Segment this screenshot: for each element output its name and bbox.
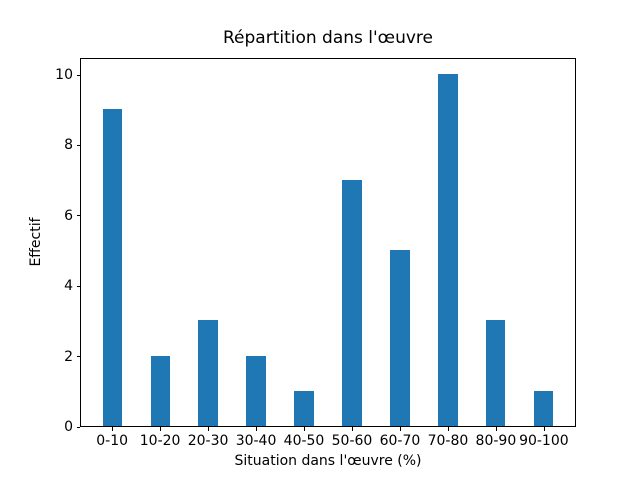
y-tick-label: 0: [64, 419, 73, 435]
bar-80-90: [486, 320, 506, 426]
bar-20-30: [198, 320, 218, 426]
x-tick: [160, 427, 162, 431]
y-axis-label: Effectif: [28, 217, 44, 267]
y-tick-label: 4: [64, 278, 73, 295]
x-tick-label: 80-90: [475, 432, 517, 449]
bar-40-50: [294, 390, 314, 426]
x-axis-label: Situation dans l'œuvre (%): [234, 453, 422, 469]
x-tick-label: 20-30: [187, 432, 229, 449]
bar-0-10: [102, 109, 122, 426]
x-tick: [112, 427, 114, 431]
x-tick: [304, 427, 305, 431]
bar-90-100: [534, 390, 554, 426]
y-tick-label: 2: [64, 348, 73, 365]
bar-50-60: [342, 179, 362, 426]
x-tick-label: 60-70: [379, 432, 421, 449]
x-tick-label: 70-80: [427, 432, 469, 449]
x-tick: [208, 427, 210, 431]
y-tick-label: 6: [64, 207, 73, 224]
x-tick: [495, 427, 497, 431]
bar-30-40: [246, 355, 266, 426]
x-tick-label: 0-10: [96, 432, 129, 449]
x-tick-label: 10-20: [139, 432, 181, 449]
x-tick: [447, 427, 449, 431]
y-tick: [76, 356, 80, 358]
chart-title: Répartition dans l'œuvre: [222, 28, 433, 48]
x-tick: [351, 427, 353, 431]
x-tick: [399, 427, 401, 431]
y-tick: [76, 215, 80, 217]
plot-area: [80, 57, 576, 427]
y-tick: [76, 426, 80, 428]
y-tick: [76, 74, 80, 76]
x-tick: [543, 427, 545, 431]
x-tick: [256, 427, 258, 431]
bar-60-70: [390, 250, 410, 426]
y-tick-label: 8: [64, 137, 73, 154]
x-tick-label: 50-60: [331, 432, 373, 449]
x-tick-label: 30-40: [235, 432, 277, 449]
y-tick-label: 10: [55, 67, 73, 84]
x-tick-label: 40-50: [283, 432, 325, 449]
bar-70-80: [438, 74, 458, 426]
x-tick-label: 90-100: [519, 432, 569, 449]
y-tick: [76, 144, 80, 146]
y-tick: [76, 285, 80, 287]
bar-10-20: [150, 355, 170, 426]
